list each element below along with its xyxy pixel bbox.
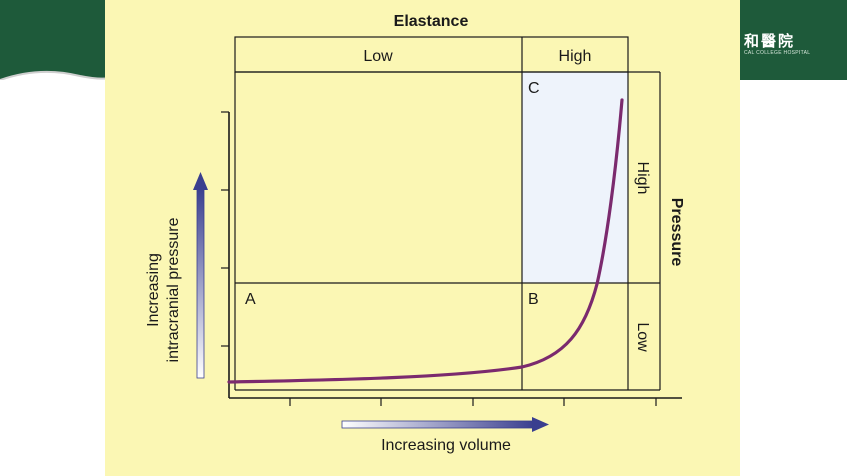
region-c-fill xyxy=(522,72,628,283)
left-margin xyxy=(0,80,105,476)
region-b-label: B xyxy=(528,291,539,308)
y-axis-arrow-shaft xyxy=(196,187,205,379)
x-axis-label: Increasing volume xyxy=(381,437,511,454)
pressure-volume-curve xyxy=(227,98,624,384)
pressure-low-label: Low xyxy=(634,322,651,352)
y-axis-label-line1: Increasing xyxy=(145,253,162,327)
region-a-label: A xyxy=(245,291,256,308)
y-axis-arrow-head xyxy=(193,172,208,190)
elastance-low-label: Low xyxy=(363,48,393,65)
pressure-title: Pressure xyxy=(668,198,685,267)
right-margin xyxy=(740,80,847,476)
x-axis-arrow-shaft xyxy=(341,420,535,429)
elastance-title: Elastance xyxy=(394,13,469,30)
slide xyxy=(105,0,740,476)
y-axis-label-line2: intracranial pressure xyxy=(165,217,182,362)
x-axis-arrow-head xyxy=(532,417,549,432)
hospital-logo: 和醫院 xyxy=(744,32,796,50)
hospital-logo-subtext: CAL COLLEGE HOSPITAL xyxy=(744,50,811,56)
pressure-high-label: High xyxy=(634,162,651,195)
elastance-high-label: High xyxy=(559,48,592,65)
region-c-label: C xyxy=(528,80,540,97)
